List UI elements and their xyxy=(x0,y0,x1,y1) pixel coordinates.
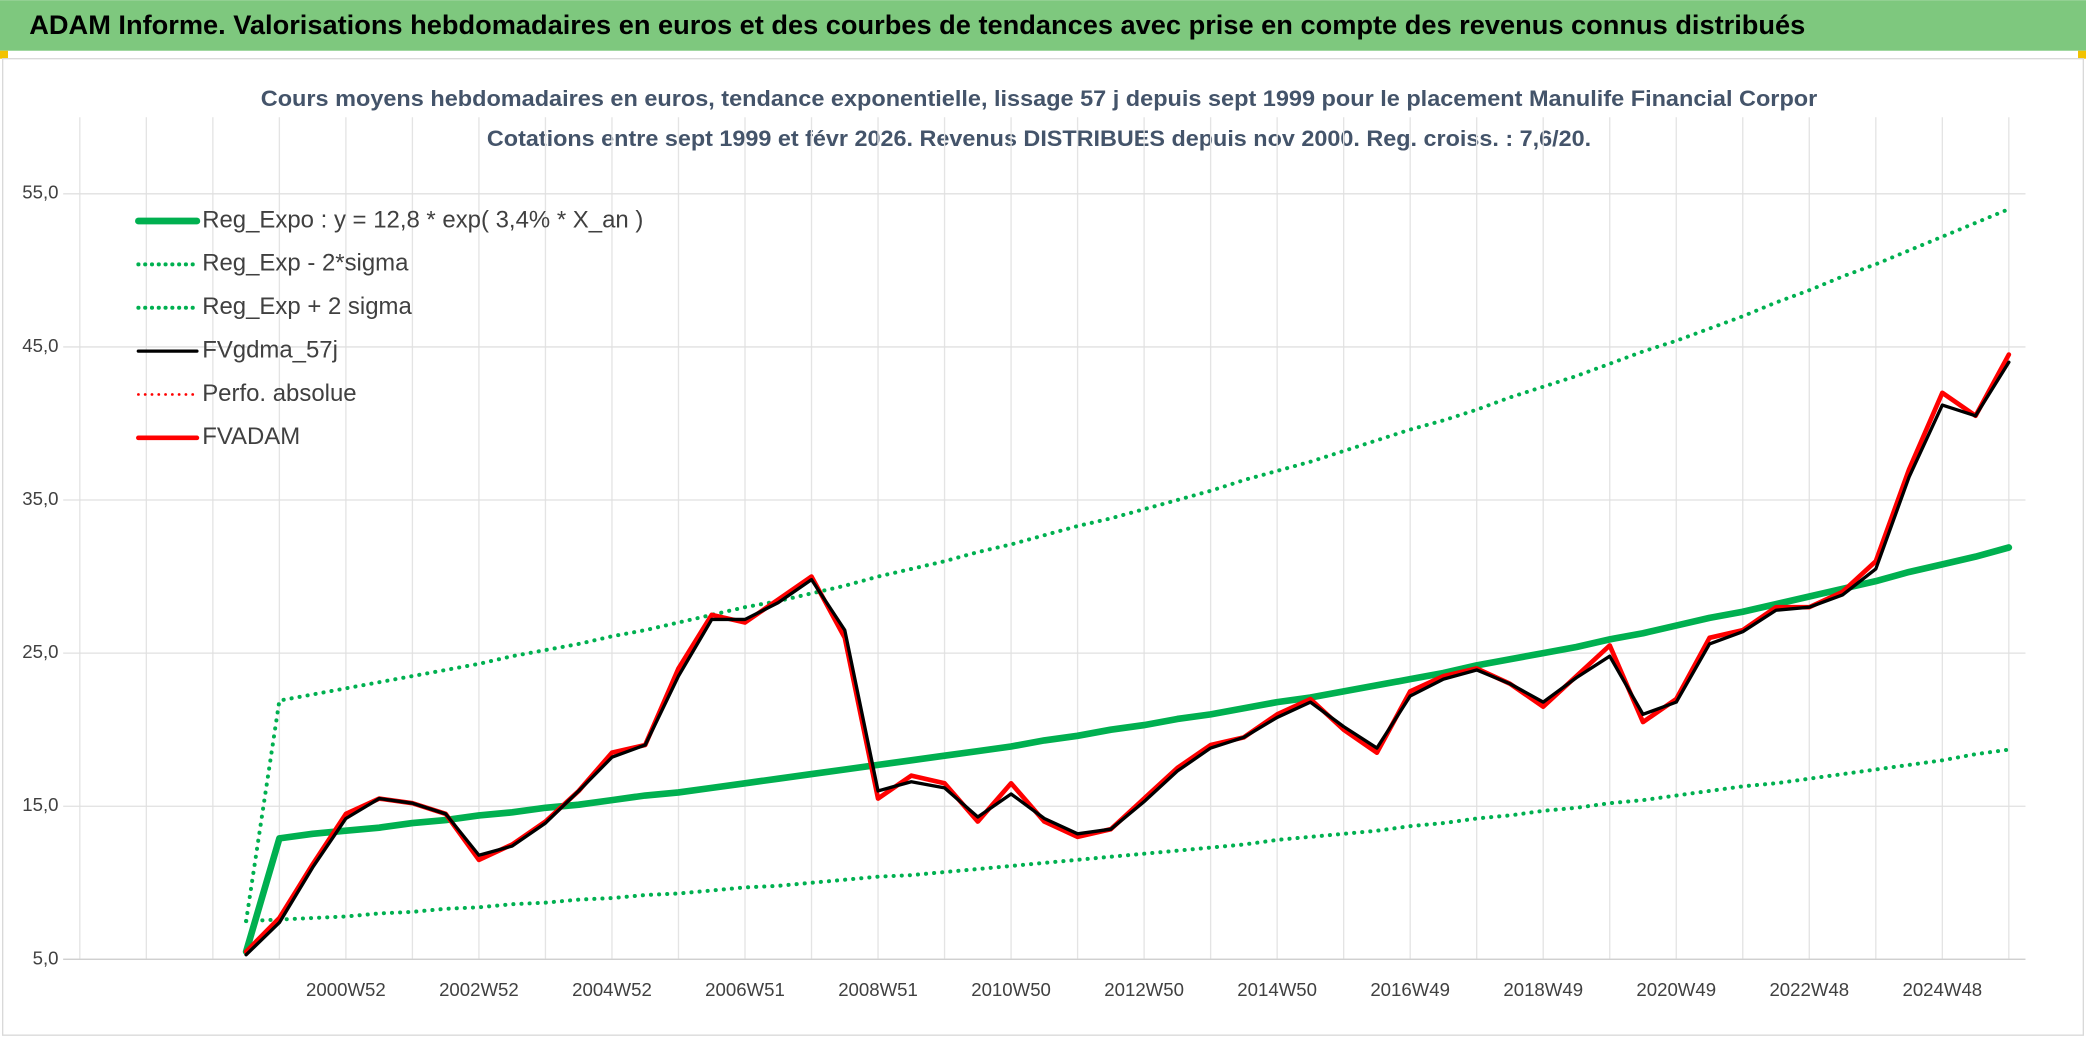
x-tick-label: 2004W52 xyxy=(572,979,652,1000)
x-tick-label: 2010W50 xyxy=(971,979,1051,1000)
corner-mark xyxy=(0,50,8,59)
x-tick-label: 2002W52 xyxy=(439,979,519,1000)
x-tick-label: 2020W49 xyxy=(1636,979,1716,1000)
legend: Reg_Expo : y = 12,8 * exp( 3,4% * X_an )… xyxy=(135,206,643,450)
x-tick-label: 2016W49 xyxy=(1370,979,1450,1000)
corner-mark xyxy=(2078,50,2086,59)
legend-label: FVADAM xyxy=(202,423,300,450)
y-tick-label: 5,0 xyxy=(33,947,59,968)
x-tick-label: 2006W51 xyxy=(705,979,785,1000)
legend-label: Reg_Exp - 2*sigma xyxy=(202,250,409,277)
grid: 5,0 15,0 25,0 35,0 45,0 55,0 2000W52 2002W52 200… xyxy=(22,117,2026,1000)
chart-border xyxy=(1,58,2085,1036)
header-bar xyxy=(0,0,2086,51)
y-tick-label: 55,0 xyxy=(22,182,58,203)
x-tick-label: 2014W50 xyxy=(1237,979,1317,1000)
page-title: ADAM Informe. Valorisations hebdomadaire… xyxy=(29,10,1805,40)
legend-label: Reg_Exp + 2 sigma xyxy=(202,293,412,320)
x-tick-label: 2018W49 xyxy=(1503,979,1583,1000)
x-tick-label: 2024W48 xyxy=(1902,979,1982,1000)
y-tick-label: 35,0 xyxy=(22,488,58,509)
y-tick-label: 25,0 xyxy=(22,641,58,662)
series-line xyxy=(244,360,2011,957)
y-tick-label: 15,0 xyxy=(22,794,58,815)
x-tick-label: 2012W50 xyxy=(1104,979,1184,1000)
series-line xyxy=(244,207,2011,924)
legend-label: Reg_Expo : y = 12,8 * exp( 3,4% * X_an ) xyxy=(202,206,643,233)
plot xyxy=(242,207,2013,957)
legend-label: FVgdma_57j xyxy=(202,336,338,363)
series-line xyxy=(244,747,2011,924)
chart-subtitle: Cotations entre sept 1999 et févr 2026. … xyxy=(487,126,1591,151)
x-tick-label: 2008W51 xyxy=(838,979,918,1000)
chart-title: Cours moyens hebdomadaires en euros, ten… xyxy=(261,86,1818,111)
x-tick-label: 2022W48 xyxy=(1769,979,1849,1000)
y-tick-label: 45,0 xyxy=(22,335,58,356)
series-line xyxy=(242,544,2013,956)
legend-label: Perfo. absolue xyxy=(202,380,356,407)
x-tick-label: 2000W52 xyxy=(306,979,386,1000)
